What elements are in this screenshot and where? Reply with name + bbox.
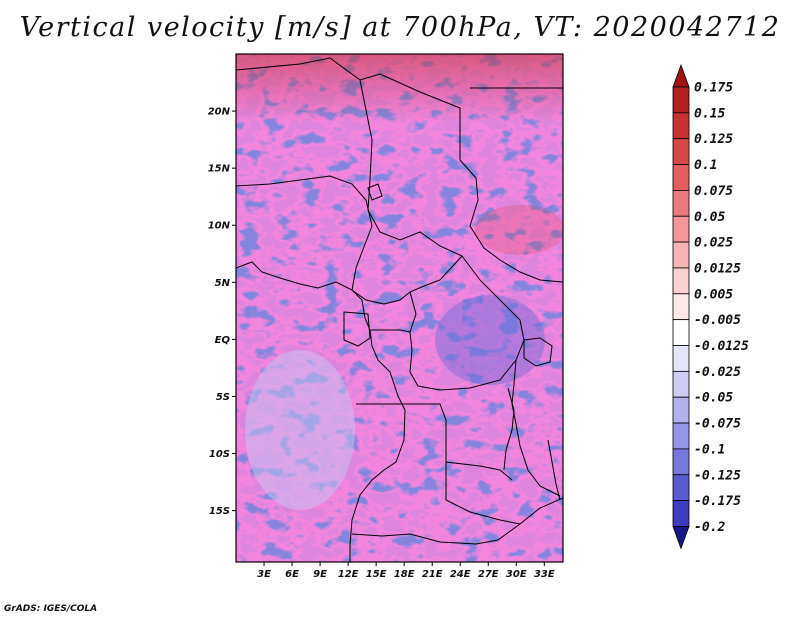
colorbar-label: -0.125 bbox=[694, 468, 741, 483]
chad-border bbox=[359, 79, 481, 281]
lat-tick-label: 20N bbox=[208, 107, 231, 118]
colorbar-label: -0.2 bbox=[694, 520, 725, 535]
colorbar-segment bbox=[672, 267, 690, 295]
lon-tick-label: 21E bbox=[422, 569, 443, 580]
longitude-axis: 3E 6E 9E 12E 15E 18E 21E 24E 27E 30E 33E bbox=[257, 562, 555, 580]
gabon-border bbox=[343, 311, 371, 347]
lat-tick-label: 10N bbox=[208, 221, 231, 232]
colorbar-segment bbox=[672, 422, 690, 450]
colorbar-segment bbox=[672, 474, 690, 502]
lat-tick-label: 10S bbox=[209, 449, 230, 460]
libya-chad-border bbox=[236, 57, 461, 160]
lake-victoria bbox=[523, 337, 553, 367]
congo-border bbox=[370, 329, 411, 333]
drc-east-border bbox=[511, 359, 561, 497]
colorbar-label: 0.15 bbox=[694, 106, 725, 121]
colorbar-segment bbox=[672, 293, 690, 321]
lat-tick-label: 15N bbox=[208, 164, 231, 175]
lake-malawi bbox=[547, 439, 561, 501]
lon-tick-label: 6E bbox=[285, 569, 299, 580]
lon-tick-label: 15E bbox=[366, 569, 387, 580]
country-borders bbox=[236, 57, 563, 562]
latitude-axis: 20N 15N 10N 5N EQ 5S 10S 15S bbox=[208, 107, 236, 517]
colorbar-segment bbox=[672, 345, 690, 372]
colorbar-segment bbox=[672, 500, 690, 527]
velocity-field bbox=[236, 54, 563, 562]
lat-tick-label: EQ bbox=[215, 335, 231, 346]
colorbar-label: -0.075 bbox=[694, 417, 741, 432]
colorbar-label: -0.005 bbox=[694, 313, 741, 328]
grads-credit: GrADS: IGES/COLA bbox=[4, 604, 98, 614]
colorbar-segment bbox=[672, 112, 690, 140]
colorbar-segment bbox=[672, 396, 690, 424]
colorbar-label: -0.1 bbox=[694, 442, 725, 457]
colorbar-segment bbox=[672, 370, 690, 398]
colorbar-segment bbox=[672, 241, 690, 269]
lat-tick-label: 15S bbox=[209, 506, 230, 517]
colorbar-label: 0.175 bbox=[694, 81, 733, 96]
ocean-weak-field bbox=[245, 350, 355, 510]
colorbar-segment bbox=[672, 138, 690, 165]
figure-title: Vertical velocity [m/s] at 700hPa, VT: 2… bbox=[19, 12, 781, 43]
colorbar-label: 0.075 bbox=[694, 184, 733, 199]
lon-tick-label: 33E bbox=[534, 569, 555, 580]
lon-tick-label: 27E bbox=[478, 569, 499, 580]
colorbar-segment bbox=[672, 319, 690, 346]
map-frame bbox=[235, 53, 564, 563]
colorbar-label: -0.05 bbox=[694, 391, 733, 406]
ascent-area bbox=[475, 205, 563, 255]
colorbar-label: 0.05 bbox=[694, 210, 725, 225]
colorbar-segment bbox=[672, 189, 690, 217]
colorbar-label: 0.025 bbox=[694, 236, 733, 251]
colorbar-segment bbox=[672, 215, 690, 243]
colorbar-segment bbox=[672, 164, 690, 191]
colorbar-label: 0.1 bbox=[694, 158, 717, 173]
lon-tick-label: 30E bbox=[506, 569, 527, 580]
lake-chad bbox=[367, 183, 383, 201]
colorbar-label: 0.0125 bbox=[694, 261, 741, 276]
lon-tick-label: 3E bbox=[257, 569, 271, 580]
colorbar-segment bbox=[672, 448, 690, 476]
car-border bbox=[409, 279, 525, 391]
colorbar-label: -0.175 bbox=[694, 494, 741, 509]
lake-tanganyika bbox=[503, 387, 515, 471]
colorbar-label: -0.025 bbox=[694, 365, 741, 380]
lon-tick-label: 9E bbox=[313, 569, 327, 580]
colorbar-label: 0.125 bbox=[694, 132, 733, 147]
lon-tick-label: 24E bbox=[450, 569, 471, 580]
strong-descent-area bbox=[435, 295, 545, 385]
sudan-border bbox=[459, 159, 563, 283]
cameroon-border bbox=[351, 255, 463, 305]
lon-tick-label: 12E bbox=[338, 569, 359, 580]
colorbar-top-cap bbox=[672, 63, 690, 88]
lat-tick-label: 5S bbox=[216, 392, 230, 403]
colorbar-bottom-cap bbox=[672, 526, 690, 550]
colorbar-label: 0.005 bbox=[694, 287, 733, 302]
west-africa-coastline bbox=[236, 261, 406, 562]
zambia-border bbox=[445, 462, 521, 525]
lon-tick-label: 18E bbox=[394, 569, 415, 580]
colorbar-label: -0.0125 bbox=[694, 339, 749, 354]
colorbar-segment bbox=[672, 86, 690, 114]
colorbar: 0.175 0.15 0.125 0.1 0.075 0.05 0.025 0.0125 0.0… bbox=[672, 63, 749, 550]
nigeria-border bbox=[236, 175, 373, 291]
lat-tick-label: 5N bbox=[215, 278, 231, 289]
angola-south-border bbox=[351, 497, 563, 545]
